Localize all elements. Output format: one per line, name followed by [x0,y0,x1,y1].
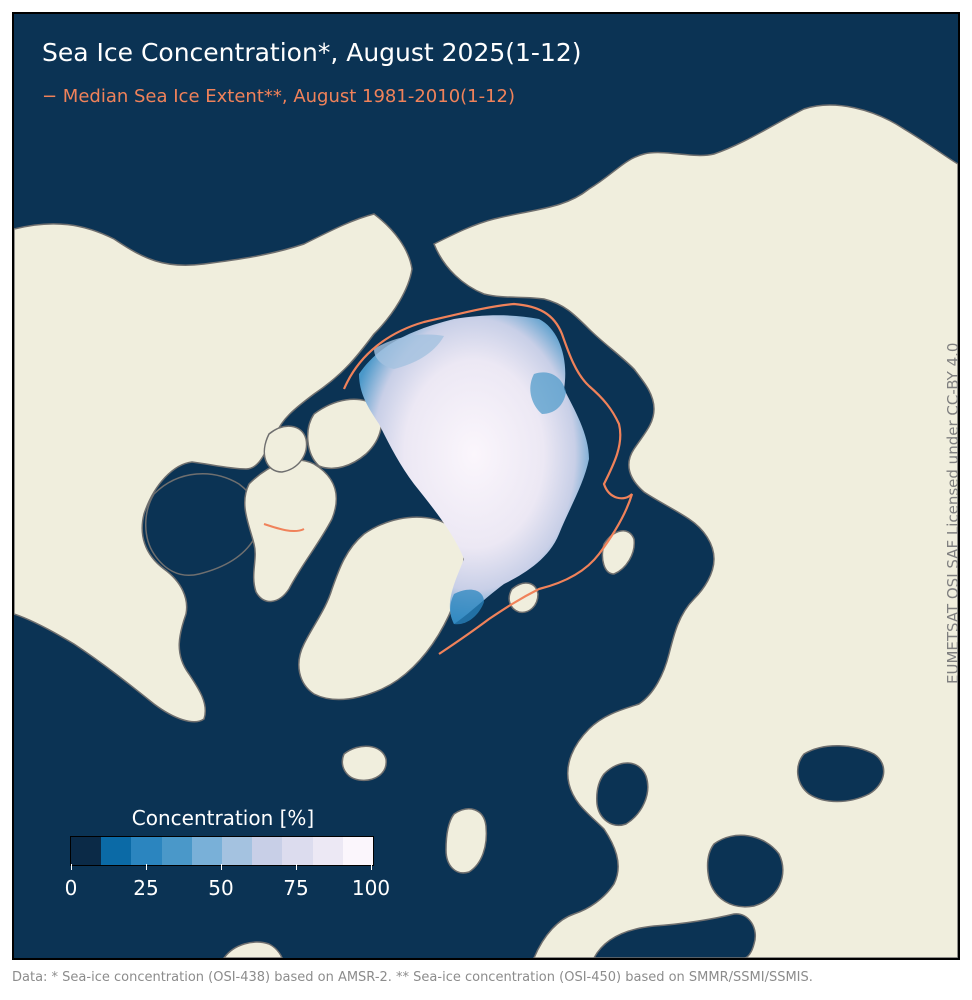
colorbar-swatch [252,837,283,865]
license-credit: EUMETSAT OSI SAF Licensed under CC-BY 4.… [944,342,960,684]
caspian-sea [706,834,784,908]
colorbar-tick-label: 50 [208,876,234,900]
colorbar-tick [371,864,372,870]
arctic-map [14,14,958,958]
colorbar: Concentration [%] 0 25 50 75 100 [65,806,390,906]
colorbar-tick [71,864,72,870]
land-novaya-zemlya [601,530,635,575]
sea-ice-mid-concentration [374,334,444,369]
colorbar-label: Concentration [%] [131,806,315,830]
colorbar-tick [146,864,147,870]
land-victoria-island [263,425,308,473]
colorbar-tick-label: 0 [64,876,78,900]
colorbar-tick-label: 25 [133,876,159,900]
mediterranean-sea [593,913,756,958]
land-eurasia [433,104,958,958]
map-subtitle-legend: − Median Sea Ice Extent**, August 1981-2… [42,86,516,107]
land-british-isles [445,808,488,874]
black-sea [797,745,885,803]
map-title: Sea Ice Concentration*, August 2025(1-12… [42,38,582,67]
colorbar-tick-label: 100 [351,876,391,900]
colorbar-tick [296,864,297,870]
data-footer: Data: * Sea-ice concentration (OSI-438) … [12,970,813,985]
colorbar-swatch [282,837,313,865]
land-north-america [14,213,413,723]
land-iceland [341,745,387,782]
median-extent-contour-hudson [263,523,305,533]
land-bottom-island [223,941,283,958]
colorbar-swatch [342,837,374,865]
sea-ice-edge-siberian [530,372,566,414]
colorbar-swatch [312,837,343,865]
colorbar-swatch [222,837,253,865]
colorbar-ticks: 0 25 50 75 100 [65,864,390,904]
colorbar-gradient [70,836,374,866]
colorbar-tick [221,864,222,870]
colorbar-swatch [71,837,102,865]
colorbar-swatch [101,837,132,865]
colorbar-swatch [191,837,223,865]
sea-ice-edge-greenland [450,589,484,625]
colorbar-swatch [161,837,192,865]
colorbar-swatch [131,837,162,865]
colorbar-tick-label: 75 [283,876,309,900]
map-frame: Sea Ice Concentration*, August 2025(1-12… [12,12,960,960]
median-extent-contour [342,302,634,655]
land-ellesmere [307,398,383,470]
baltic-sea [596,762,649,826]
hudson-bay [145,473,260,576]
